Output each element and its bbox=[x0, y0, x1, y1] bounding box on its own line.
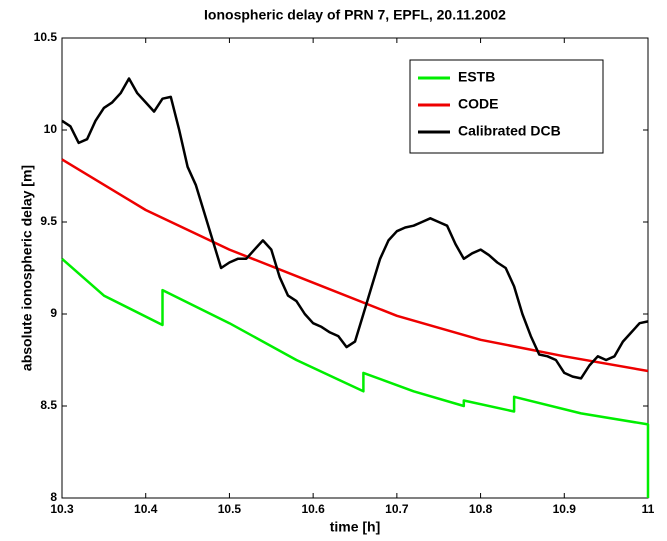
data-line bbox=[61, 77, 649, 380]
y-tick-label: 8.5 bbox=[40, 398, 57, 412]
x-tick-label: 10.8 bbox=[469, 502, 493, 516]
x-axis-label: time [h] bbox=[330, 519, 381, 535]
y-tick-label: 10.5 bbox=[34, 30, 58, 44]
y-tick-label: 10 bbox=[44, 122, 58, 136]
chart-title: Ionospheric delay of PRN 7, EPFL, 20.11.… bbox=[204, 7, 506, 23]
y-axis-label: absolute ionospheric delay [m] bbox=[19, 165, 35, 371]
data-line bbox=[61, 158, 649, 373]
legend-label: ESTB bbox=[458, 69, 495, 85]
legend-label: Calibrated DCB bbox=[458, 123, 561, 139]
x-tick-label: 10.5 bbox=[218, 502, 242, 516]
x-tick-label: 11 bbox=[642, 502, 655, 516]
x-tick-label: 10.9 bbox=[553, 502, 577, 516]
x-tick-label: 10.3 bbox=[50, 502, 74, 516]
x-tick-label: 10.4 bbox=[134, 502, 158, 516]
y-tick-label: 9.5 bbox=[40, 214, 57, 228]
y-tick-label: 8 bbox=[50, 490, 57, 504]
x-tick-label: 10.7 bbox=[385, 502, 409, 516]
y-tick-label: 9 bbox=[50, 306, 57, 320]
data-line bbox=[61, 257, 650, 498]
x-tick-label: 10.6 bbox=[301, 502, 325, 516]
legend-label: CODE bbox=[458, 96, 498, 112]
plot-frame bbox=[61, 37, 649, 499]
